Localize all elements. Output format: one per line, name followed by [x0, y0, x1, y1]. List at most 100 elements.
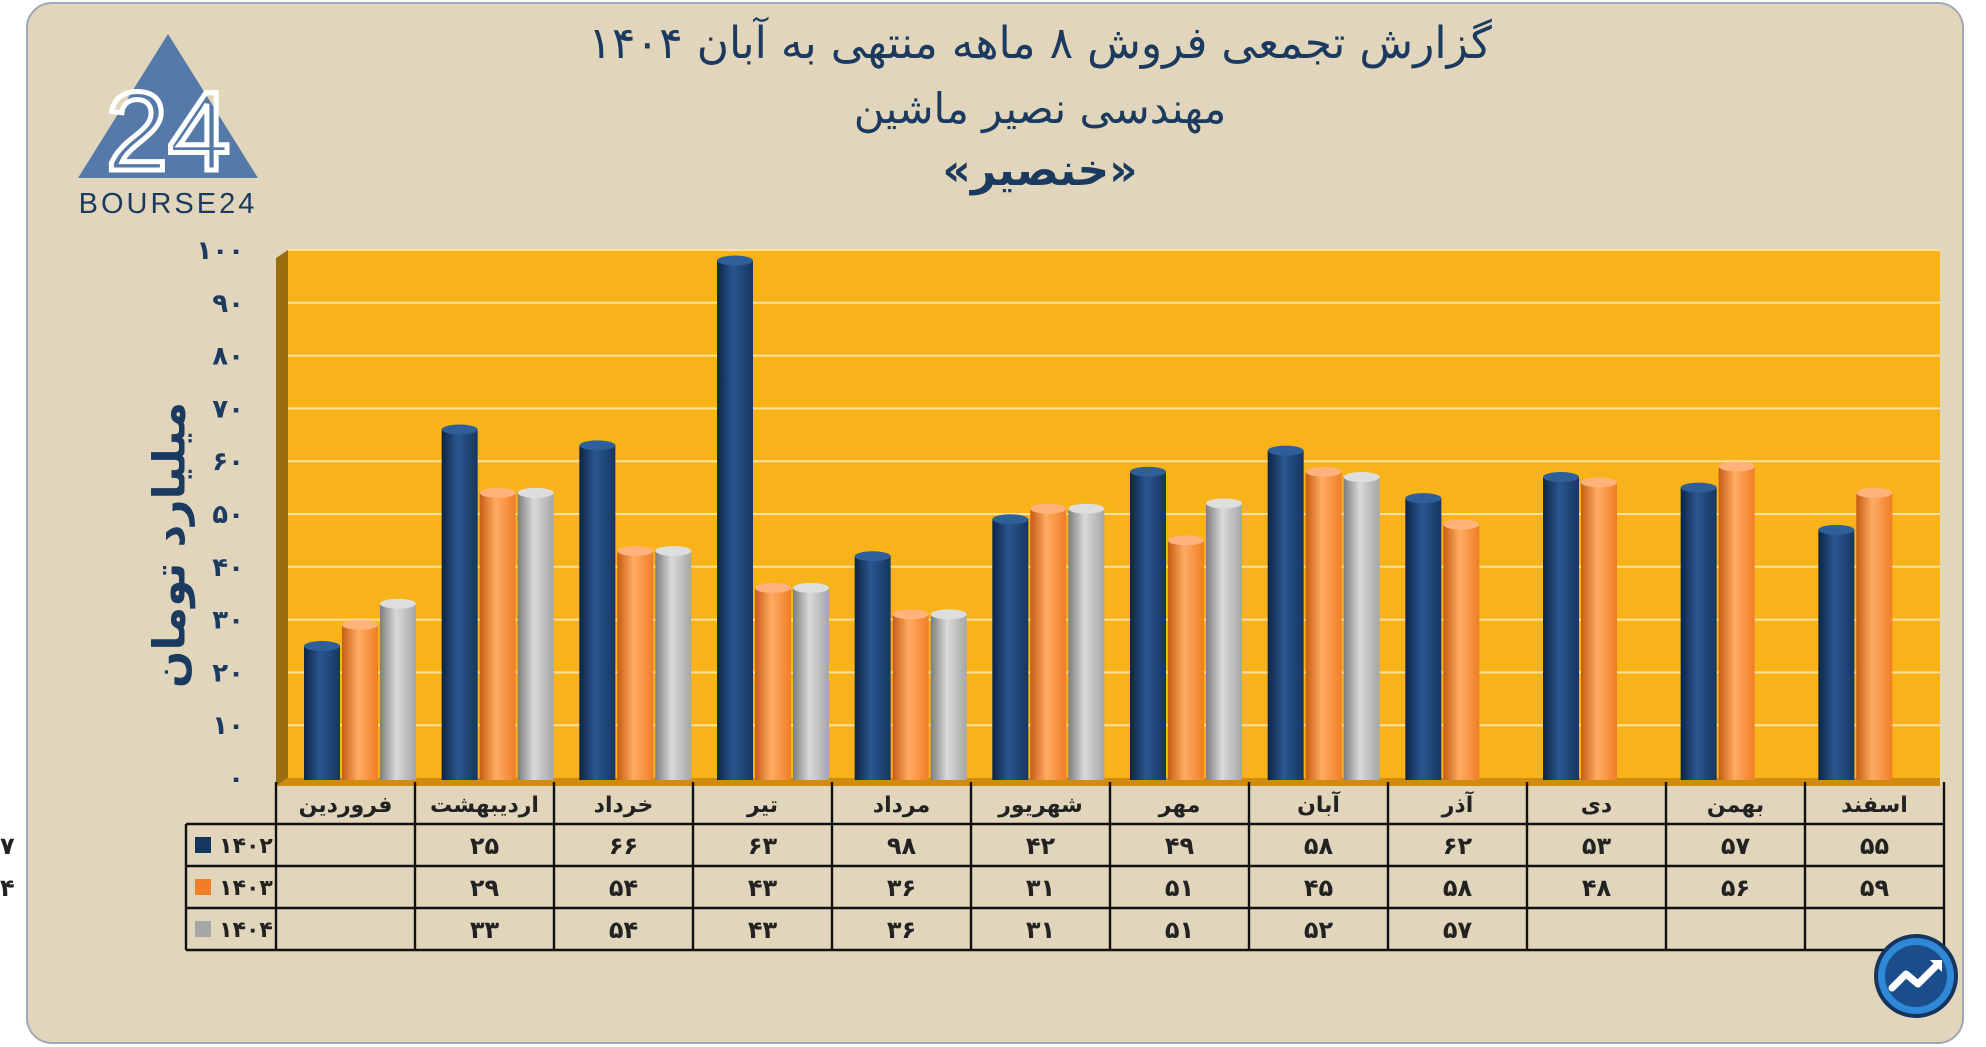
bar	[1267, 450, 1304, 780]
data-label: ۵۱	[1165, 874, 1194, 902]
bar-top	[380, 598, 416, 609]
y-tick-label: ۱۰	[212, 711, 244, 741]
data-label: ۳۶	[887, 916, 916, 944]
y-tick-label: ۶۰	[212, 447, 244, 477]
data-label: ۴۳	[748, 916, 778, 944]
category-label: مهر	[1158, 793, 1201, 818]
bar	[1305, 471, 1342, 780]
data-label: ۳۶	[887, 874, 916, 902]
bar	[793, 587, 829, 780]
data-label: ۵۸	[1304, 832, 1334, 860]
data-label: ۴۲	[1026, 832, 1056, 860]
bar-top	[479, 487, 516, 498]
category-label: مرداد	[873, 793, 930, 818]
data-label: ۳۱	[1026, 874, 1055, 902]
category-label: اسفند	[1841, 793, 1908, 818]
chart-title: گزارش تجمعی فروش ۸ ماهه منتهی به آبان ۱۴…	[588, 18, 1492, 69]
bar	[1680, 487, 1717, 780]
bar-top	[1856, 487, 1893, 498]
bar	[1543, 477, 1579, 780]
bar-top	[1343, 472, 1380, 483]
bar-top	[930, 609, 967, 620]
bar	[1030, 508, 1067, 780]
bar-top	[892, 609, 929, 620]
bar	[1168, 540, 1204, 780]
company-name: مهندسی نصیر ماشین	[853, 84, 1227, 133]
bar	[579, 445, 616, 780]
logo-triangle	[78, 34, 258, 178]
bar	[342, 624, 378, 780]
bar-top	[1030, 503, 1067, 514]
trend-badge-icon[interactable]	[1874, 934, 1958, 1018]
data-label: ۵۵	[1860, 832, 1889, 860]
legend-label: ۱۴۰۴	[219, 918, 273, 943]
bar-top	[854, 551, 891, 562]
legend-key	[195, 837, 211, 853]
data-label: ۲۵	[470, 832, 499, 860]
bar	[655, 550, 692, 780]
category-label: آبان	[1297, 790, 1340, 818]
data-label: ۴۵	[1304, 874, 1333, 902]
bar	[1581, 482, 1617, 780]
bar	[1443, 524, 1480, 780]
bar	[380, 603, 416, 780]
data-label: ۵۴	[609, 916, 638, 944]
data-label: ۵۸	[1443, 874, 1473, 902]
bar	[1856, 492, 1893, 780]
bar	[1068, 508, 1105, 780]
bar-top	[1305, 466, 1342, 477]
bar	[617, 550, 654, 780]
legend-key	[195, 879, 211, 895]
bar-top	[1718, 461, 1755, 472]
data-label: ۴۸	[1582, 874, 1612, 902]
category-label: شهریور	[997, 793, 1083, 818]
data-label: ۴۷	[0, 832, 15, 860]
bar-top	[617, 545, 654, 556]
bar	[755, 587, 791, 780]
bar	[1343, 477, 1380, 780]
bar-top	[1068, 503, 1105, 514]
bar-top	[1581, 477, 1617, 488]
legend-key	[195, 921, 211, 937]
bar-top	[755, 582, 791, 593]
data-label: ۵۲	[1304, 916, 1334, 944]
data-label: ۲۹	[470, 874, 500, 902]
data-label: ۹۸	[887, 832, 917, 860]
category-label: بهمن	[1707, 793, 1764, 818]
y-tick-label: ۴۰	[212, 553, 244, 583]
y-tick-label: ۷۰	[212, 394, 244, 424]
y-tick-label: ۲۰	[212, 658, 244, 688]
bar	[854, 556, 891, 780]
data-label: ۵۹	[1860, 874, 1890, 902]
bar	[479, 492, 516, 780]
data-label: ۶۳	[748, 832, 778, 860]
data-label: ۵۴	[609, 874, 638, 902]
bar	[717, 260, 753, 780]
bar-top	[1818, 524, 1855, 535]
data-label: ۳۱	[1026, 916, 1055, 944]
logo-mark: 24	[106, 69, 231, 194]
logo-text: BOURSE24	[78, 188, 258, 220]
data-label: ۵۴	[0, 874, 15, 902]
bar-top	[1543, 472, 1579, 483]
y-tick-label: ۹۰	[212, 289, 244, 319]
bar	[1718, 466, 1755, 780]
bar-top	[655, 545, 692, 556]
category-label: خرداد	[594, 793, 654, 818]
data-label: ۴۹	[1165, 832, 1195, 860]
ticker-symbol: «خنصیر»	[942, 145, 1138, 196]
bar-top	[342, 619, 378, 630]
y-tick-label: ۸۰	[212, 342, 244, 372]
bar	[1130, 471, 1166, 780]
category-label: دی	[1581, 793, 1612, 818]
data-label: ۵۳	[1582, 832, 1612, 860]
data-label: ۵۷	[1443, 916, 1473, 944]
data-label: ۶۶	[609, 832, 638, 860]
bar-top	[304, 641, 340, 651]
bar-top	[717, 255, 753, 266]
bar-top	[1680, 482, 1717, 493]
bar	[517, 492, 554, 780]
bar	[992, 519, 1029, 780]
y-tick-label: ۱۰۰	[196, 236, 244, 266]
